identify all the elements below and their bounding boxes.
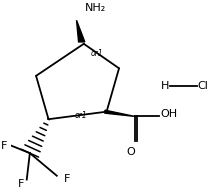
Text: O: O	[126, 147, 135, 157]
Text: F: F	[1, 141, 7, 151]
Text: or1: or1	[91, 49, 104, 57]
Text: or1: or1	[74, 111, 87, 120]
Polygon shape	[77, 20, 85, 42]
Text: OH: OH	[161, 109, 178, 119]
Text: H: H	[160, 81, 169, 91]
Text: NH₂: NH₂	[85, 3, 106, 13]
Text: Cl: Cl	[198, 81, 209, 91]
Polygon shape	[105, 110, 135, 116]
Text: F: F	[64, 174, 70, 184]
Text: F: F	[18, 179, 25, 189]
